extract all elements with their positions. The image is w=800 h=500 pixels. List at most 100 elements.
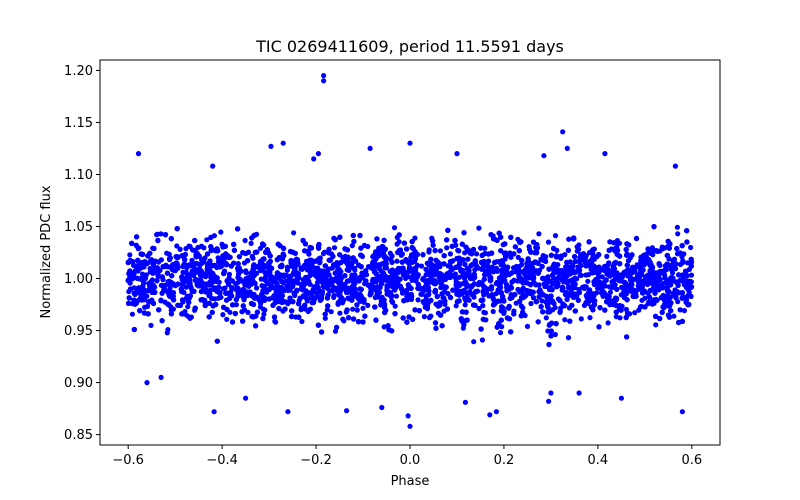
data-point [281,273,287,279]
data-point [432,289,438,295]
data-point [230,302,236,308]
data-point [168,307,174,313]
data-point [486,267,492,273]
data-point [207,288,213,294]
data-point [539,298,545,304]
data-point [681,308,688,314]
data-point [528,282,534,288]
data-point [253,323,259,329]
data-point [142,275,148,281]
data-point [536,231,542,237]
data-point [444,245,450,251]
data-point [461,322,467,328]
data-point [389,328,395,334]
data-point [374,236,380,242]
data-point [320,283,326,289]
data-point [671,256,678,262]
data-point [623,246,629,253]
data-point [509,279,515,285]
data-point [340,255,346,261]
data-point [174,226,180,232]
data-point [552,331,558,338]
data-point [320,268,326,274]
data-point [441,253,447,259]
data-point [520,285,526,291]
data-point [498,308,504,314]
data-point [630,287,636,293]
data-point [267,269,273,275]
data-point [565,335,572,341]
data-point [289,313,295,320]
data-point [539,292,545,298]
data-point [128,286,134,292]
data-point [396,248,402,254]
data-point [504,315,510,321]
data-point [412,256,418,262]
data-point [382,246,388,252]
data-point [344,289,350,295]
data-point [410,251,416,257]
data-point [420,275,426,282]
data-point [240,250,246,256]
data-point [222,243,228,249]
data-point [615,272,621,278]
data-point [338,287,344,293]
data-point [169,273,175,279]
data-point [354,302,360,308]
data-point [309,263,315,269]
data-point [261,264,267,270]
data-point [629,252,635,258]
data-point [156,259,162,265]
data-point [415,297,421,303]
data-point [613,309,619,315]
data-point [322,263,328,269]
data-point [386,282,392,288]
data-point [550,272,556,278]
data-point [186,295,192,301]
data-point [324,307,330,313]
data-point [597,285,604,291]
data-point [159,274,165,280]
data-point [480,316,486,322]
data-point [679,243,685,249]
data-point [570,263,576,269]
data-point [410,271,416,277]
data-point [249,253,255,260]
data-point [235,261,241,267]
data-point [399,286,405,292]
data-point [396,239,402,245]
data-point [393,293,399,299]
data-point [294,287,300,293]
data-point [381,297,387,303]
data-point [372,285,378,292]
data-point [404,319,410,325]
data-point [627,277,634,283]
data-point [241,297,247,303]
data-point [551,245,557,252]
data-point [171,282,177,288]
data-point [259,291,265,297]
data-point [370,254,376,260]
data-point [540,309,546,315]
data-point [675,231,681,237]
data-point [641,288,648,294]
data-point [163,262,169,268]
data-point [566,292,573,298]
data-point [389,293,395,299]
data-point [206,300,212,306]
data-point [322,272,328,278]
data-point [427,260,433,266]
data-point [245,258,251,264]
data-point [133,242,139,248]
data-point [615,241,621,247]
data-point [482,310,488,316]
data-point [241,278,247,284]
data-point [461,318,467,324]
data-point [542,283,548,289]
data-point [389,259,395,265]
data-point [492,236,498,242]
data-point [578,252,584,258]
data-point [243,269,249,276]
data-point [583,263,589,269]
data-point [688,256,694,262]
